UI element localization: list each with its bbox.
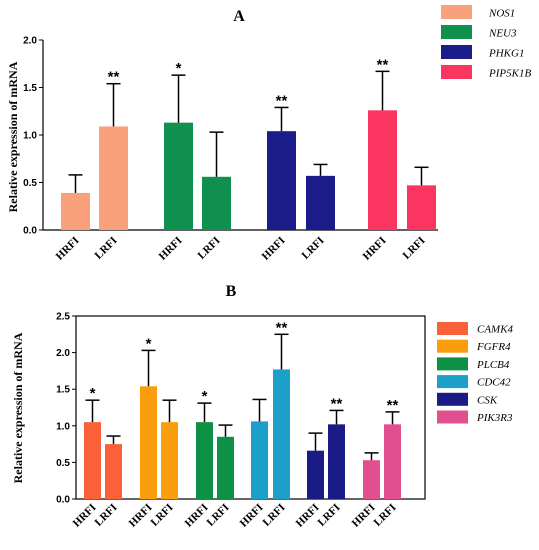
y-tick-label: 2.0 — [23, 36, 37, 47]
y-tick-label: 1.0 — [56, 421, 70, 432]
x-category-label: LRFI — [196, 235, 223, 262]
legend-label: PLCB4 — [476, 359, 510, 371]
legend-swatch — [437, 322, 468, 335]
x-category-label: LRFI — [205, 502, 232, 529]
legend-label: CAMK4 — [477, 324, 514, 336]
x-category-label: LRFI — [401, 235, 428, 262]
x-category-label: LRFI — [93, 502, 120, 529]
bar-csk-lrfi — [328, 424, 345, 499]
y-tick-label: 2.5 — [56, 312, 70, 323]
legend-swatch — [437, 357, 468, 371]
x-category-label: HRFI — [361, 235, 389, 263]
x-category-label: HRFI — [294, 502, 322, 530]
y-tick-label: 0.5 — [23, 178, 37, 189]
significance-mark: ** — [387, 397, 399, 414]
chart-title: A — [233, 8, 245, 25]
significance-mark: ** — [276, 92, 288, 109]
x-category-label: HRFI — [71, 502, 99, 530]
bar-plcb4-hrfi — [196, 422, 213, 499]
y-axis-label: Relative expression of mRNA — [6, 61, 20, 212]
y-tick-label: 0.0 — [23, 226, 37, 237]
panel-b-chart: B Relative expression of mRNA 0.0 0.5 1.0 1.5… — [11, 283, 514, 530]
bar-cdc42-lrfi — [273, 369, 290, 499]
x-category-label: LRFI — [149, 502, 176, 529]
legend-swatch — [437, 375, 468, 389]
x-category-label: LRFI — [372, 502, 399, 529]
bar-pip5k1b-lrfi — [407, 185, 436, 230]
legend-swatch — [441, 25, 472, 39]
legend-label: FGFR4 — [476, 341, 511, 353]
bar-neu3-lrfi — [202, 176, 231, 230]
x-category-label: LRFI — [93, 235, 120, 262]
y-tick-label: 1.0 — [23, 131, 37, 142]
bar-nos1-hrfi — [61, 192, 90, 230]
legend-label: CSK — [477, 394, 498, 406]
legend-label: NEU3 — [488, 28, 517, 40]
y-axis-label: Relative expression of mRNA — [11, 332, 25, 483]
bar-pik3r3-hrfi — [363, 460, 380, 499]
legend-swatch — [437, 410, 468, 424]
plot-frame — [75, 315, 426, 500]
panel-a-chart: A Relative expression of mRNA 0.0 0.5 1.0 1.5… — [6, 5, 531, 263]
chart-title: B — [226, 283, 237, 300]
y-tick-label: 0.5 — [56, 458, 70, 469]
bar-plcb4-lrfi — [217, 436, 234, 499]
bar-camk4-lrfi — [105, 444, 122, 499]
y-tick-label: 0.0 — [56, 495, 70, 506]
significance-mark: * — [90, 385, 96, 402]
x-category-label: LRFI — [300, 235, 327, 262]
significance-mark: ** — [331, 395, 343, 412]
bar-camk4-hrfi — [84, 422, 101, 499]
legend-label: CDC42 — [477, 377, 511, 389]
significance-mark: ** — [108, 69, 120, 86]
y-tick-label: 1.5 — [56, 385, 70, 396]
legend-label: PIP5K1B — [488, 68, 531, 80]
bar-fgfr4-hrfi — [140, 386, 157, 499]
legend-swatch — [437, 392, 468, 406]
x-category-label: HRFI — [157, 235, 185, 263]
significance-mark: * — [202, 388, 208, 405]
legend-swatch — [441, 65, 472, 79]
x-category-label: HRFI — [54, 235, 82, 263]
x-category-label: HRFI — [183, 502, 211, 530]
x-category-label: HRFI — [350, 502, 378, 530]
x-category-label: LRFI — [261, 502, 288, 529]
x-category-label: HRFI — [127, 502, 155, 530]
legend-label: PHKG1 — [488, 48, 524, 60]
significance-mark: * — [146, 335, 152, 352]
bar-cdc42-hrfi — [251, 421, 268, 499]
legend-swatch — [437, 339, 468, 353]
bar-nos1-lrfi — [99, 126, 128, 230]
significance-mark: ** — [377, 56, 389, 73]
x-category-label: LRFI — [316, 502, 343, 529]
x-category-label: HRFI — [260, 235, 288, 263]
significance-mark: * — [176, 60, 182, 77]
x-category-label: HRFI — [238, 502, 266, 530]
legend-swatch — [441, 5, 472, 19]
bar-csk-hrfi — [307, 450, 324, 499]
bar-fgfr4-lrfi — [161, 422, 178, 499]
y-tick-label: 1.5 — [23, 83, 37, 94]
significance-mark: ** — [276, 319, 288, 336]
bar-pik3r3-lrfi — [384, 424, 401, 499]
bar-pip5k1b-hrfi — [368, 110, 397, 230]
bar-neu3-hrfi — [164, 122, 193, 230]
legend-label: PIK3R3 — [476, 412, 513, 424]
bar-phkg1-lrfi — [306, 175, 335, 230]
bar-phkg1-hrfi — [267, 131, 296, 230]
legend-swatch — [441, 45, 472, 59]
y-tick-label: 2.0 — [56, 348, 70, 359]
legend-label: NOS1 — [488, 8, 515, 20]
